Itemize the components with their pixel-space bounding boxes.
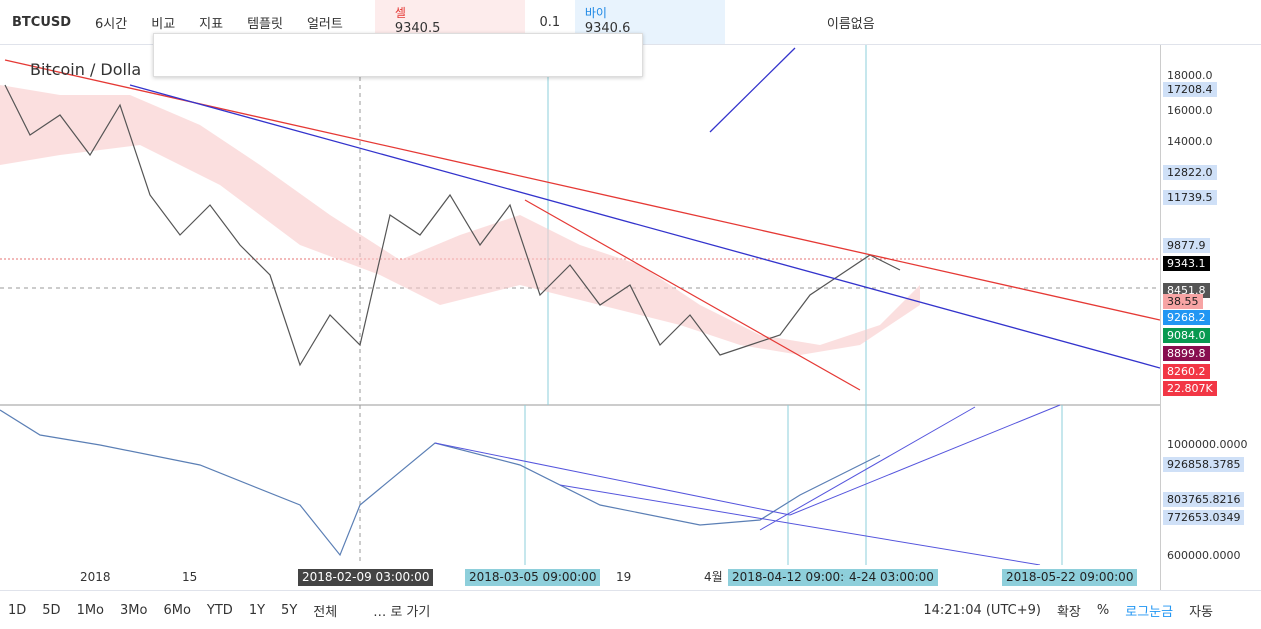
price-label: 22.807K bbox=[1163, 381, 1217, 396]
price-label: 9343.1 bbox=[1163, 256, 1210, 271]
price-label: 17208.4 bbox=[1163, 82, 1217, 97]
indicator-label: 772653.0349 bbox=[1163, 510, 1245, 525]
time-label: 4월 bbox=[704, 570, 723, 584]
time-label: 2018 bbox=[80, 570, 111, 584]
time-label: 19 bbox=[616, 570, 632, 584]
axis-option[interactable]: % bbox=[1096, 602, 1110, 618]
indicators[interactable]: 지표 bbox=[199, 16, 224, 32]
range-button[interactable]: 1Mo bbox=[76, 602, 105, 618]
price-label: 16000.0 bbox=[1167, 104, 1213, 117]
symbol[interactable]: BTCUSD bbox=[12, 14, 72, 30]
buy-price: 9340.6 bbox=[584, 21, 631, 36]
price-label: 9877.9 bbox=[1163, 238, 1210, 253]
layout-name[interactable]: 이름없음 bbox=[826, 16, 875, 32]
templates[interactable]: 템플릿 bbox=[247, 16, 283, 32]
bottom-bar: 1D 5D 1Mo 3Mo 6Mo YTD 1Y 5Y 전체 … 로 가기 14:21:04 (UT… bbox=[0, 590, 1261, 629]
price-series bbox=[4, 84, 901, 367]
trend-line bbox=[789, 404, 1061, 516]
trend-line bbox=[524, 199, 861, 391]
range-button[interactable]: 1D bbox=[8, 602, 27, 618]
range-button[interactable]: 전체 bbox=[313, 604, 338, 620]
price-label: 18000.0 bbox=[1167, 69, 1213, 82]
axis-option[interactable]: 자동 bbox=[1189, 604, 1213, 620]
sell-price: 9340.5 bbox=[394, 21, 441, 36]
price-label: 9268.2 bbox=[1163, 310, 1210, 325]
axis-option[interactable]: 로그눈금 bbox=[1125, 604, 1174, 620]
trend-line bbox=[759, 406, 976, 531]
cloud bbox=[0, 85, 920, 355]
indicator-label: 803765.8216 bbox=[1163, 492, 1245, 507]
price-label: 38.55 bbox=[1163, 294, 1203, 309]
trend-line bbox=[434, 442, 791, 516]
range-button[interactable]: YTD bbox=[206, 602, 233, 618]
price-label: 8260.2 bbox=[1163, 364, 1210, 379]
compare[interactable]: 비교 bbox=[151, 16, 176, 32]
chart-canvas: Bitcoin / Dolla bbox=[0, 45, 1160, 565]
range-button[interactable]: 5Y bbox=[281, 602, 298, 618]
time-label: 2018-02-09 03:00:00 bbox=[298, 569, 434, 586]
trend-line bbox=[709, 47, 796, 133]
drawing-toolbar[interactable] bbox=[153, 33, 643, 77]
time-label: 2018-03-05 09:00:00 bbox=[465, 569, 601, 586]
time-label: 4-24 03:00:00 bbox=[845, 569, 938, 586]
clock: 14:21:04 (UTC+9) bbox=[923, 602, 1041, 618]
trend-line bbox=[559, 484, 1041, 565]
price-label: 9084.0 bbox=[1163, 328, 1210, 343]
alerts[interactable]: 얼러트 bbox=[306, 16, 343, 32]
goto-button[interactable]: … 로 가기 bbox=[373, 604, 431, 620]
range-button[interactable]: 5D bbox=[42, 602, 61, 618]
range-button[interactable]: 1Y bbox=[248, 602, 266, 618]
time-label: 2018-05-22 09:00:00 bbox=[1002, 569, 1138, 586]
time-label: 15 bbox=[182, 570, 198, 584]
indicator-label: 926858.3785 bbox=[1163, 457, 1245, 472]
buy-label: 바이 bbox=[584, 6, 607, 20]
axis-border bbox=[1160, 45, 1161, 590]
range-button[interactable]: 6Mo bbox=[163, 602, 191, 618]
price-label: 14000.0 bbox=[1167, 135, 1213, 148]
indicator-series bbox=[0, 409, 881, 557]
indicator-label: 600000.0000 bbox=[1167, 549, 1241, 562]
sell-label: 셀 bbox=[394, 6, 406, 20]
trend-line bbox=[129, 84, 1160, 369]
range-button[interactable]: 3Mo bbox=[120, 602, 148, 618]
indicator-label: 1000000.0000 bbox=[1167, 438, 1248, 451]
spread: 0.1 bbox=[539, 14, 561, 30]
price-label: 11739.5 bbox=[1163, 190, 1217, 205]
chart-title: Bitcoin / Dolla bbox=[30, 60, 141, 79]
price-label: 8899.8 bbox=[1163, 346, 1210, 361]
axis-option[interactable]: 확장 bbox=[1056, 604, 1081, 620]
price-label: 12822.0 bbox=[1163, 165, 1217, 180]
time-label: 2018-04-12 09:00:00 bbox=[728, 569, 864, 586]
interval[interactable]: 6시간 bbox=[95, 16, 128, 32]
